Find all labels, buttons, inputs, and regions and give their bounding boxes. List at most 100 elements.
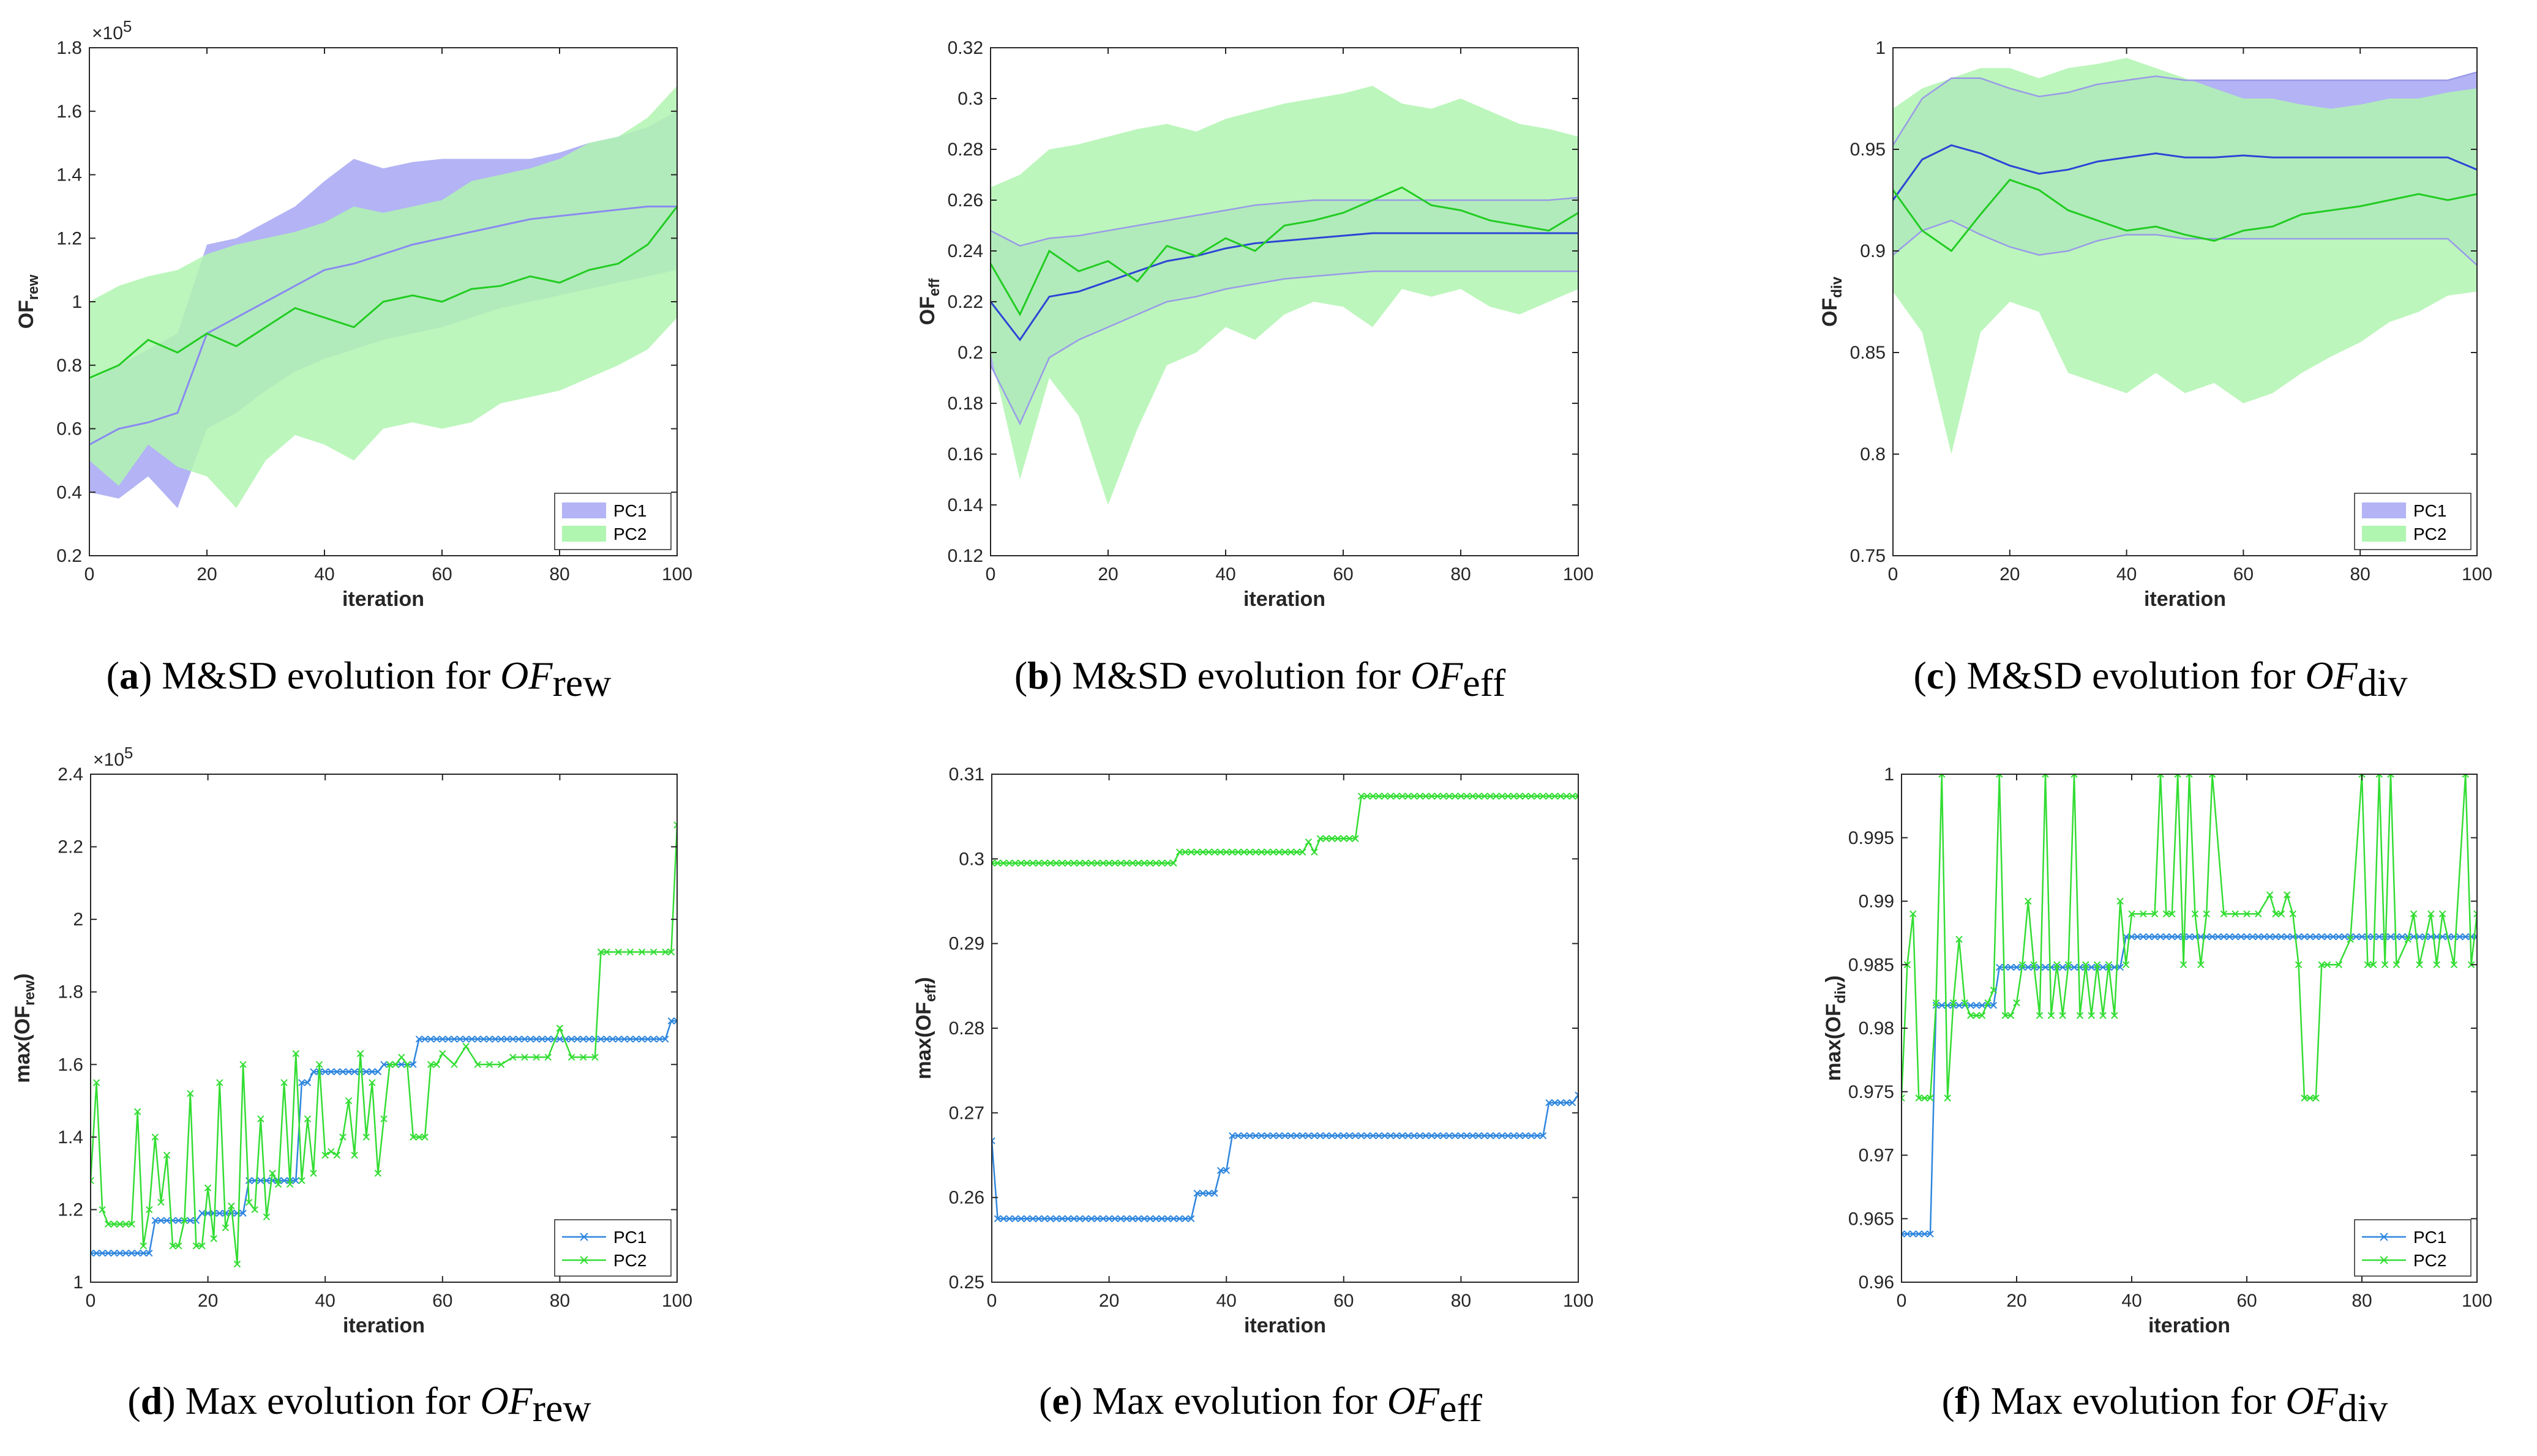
marker-x — [140, 1242, 147, 1250]
marker-x — [116, 1220, 124, 1228]
marker-x — [2243, 933, 2250, 941]
marker-x — [585, 1036, 593, 1043]
x-tick-label: 20 — [1098, 564, 1118, 584]
marker-x — [1486, 1132, 1494, 1140]
marker-x — [2462, 933, 2469, 941]
y-tick-label: 0.3 — [957, 89, 983, 109]
marker-x — [615, 948, 622, 956]
y-axis-label: OFdiv — [1818, 276, 1845, 327]
marker-x — [198, 1209, 206, 1217]
marker-x — [1093, 1215, 1101, 1222]
marker-x — [2272, 933, 2279, 941]
marker-x — [380, 1061, 388, 1068]
marker-x — [216, 1209, 223, 1217]
marker-x — [427, 1061, 435, 1068]
marker-x — [1909, 1230, 1917, 1238]
marker-x — [1439, 793, 1447, 800]
marker-x — [1334, 1132, 1341, 1140]
marker-x — [1457, 1132, 1465, 1140]
marker-x — [1903, 1230, 1911, 1238]
y-tick-label: 0.2 — [56, 546, 82, 566]
marker-x — [204, 1184, 212, 1192]
x-tick-label: 60 — [1333, 564, 1353, 584]
marker-x — [1264, 848, 1271, 856]
y-axis-label: OFeff — [916, 278, 943, 326]
marker-x — [1275, 1132, 1283, 1140]
marker-x — [2122, 961, 2130, 968]
marker-x — [1182, 848, 1189, 856]
x-tick-label: 40 — [2121, 1291, 2142, 1311]
marker-x — [140, 1249, 147, 1257]
y-tick-label: 0.25 — [949, 1272, 984, 1293]
marker-x — [1510, 793, 1518, 800]
marker-x — [91, 1177, 94, 1184]
marker-x — [1205, 848, 1213, 856]
marker-x — [110, 1220, 118, 1228]
marker-x — [1990, 987, 1998, 994]
marker-x — [2393, 933, 2400, 941]
marker-x — [2323, 933, 2331, 941]
marker-x — [245, 1198, 253, 1206]
axis-multiplier: ×105 — [93, 744, 133, 770]
marker-x — [1428, 1132, 1436, 1140]
marker-x — [544, 1053, 552, 1061]
marker-x — [2151, 910, 2159, 917]
marker-x — [1369, 1132, 1377, 1140]
x-tick-label: 0 — [84, 564, 95, 584]
marker-x — [1551, 793, 1559, 800]
y-tick-label: 1.8 — [56, 38, 82, 58]
x-tick-label: 100 — [662, 1291, 692, 1311]
marker-x — [2289, 910, 2296, 917]
marker-x — [485, 1061, 493, 1068]
marker-x — [1035, 1215, 1043, 1222]
marker-x — [1445, 1132, 1453, 1140]
marker-x — [2214, 933, 2222, 941]
x-tick-label: 0 — [1897, 1291, 1907, 1311]
marker-x — [2399, 933, 2406, 941]
x-tick-label: 60 — [2233, 564, 2254, 584]
marker-x — [2456, 933, 2464, 941]
marker-x — [1311, 1132, 1318, 1140]
marker-x — [1469, 793, 1477, 800]
y-tick-label: 0.965 — [1848, 1209, 1894, 1229]
marker-x — [2208, 774, 2216, 778]
plot-area — [992, 774, 1578, 1282]
marker-x — [533, 1036, 540, 1043]
marker-x — [2162, 910, 2170, 917]
x-tick-label: 100 — [662, 564, 692, 584]
axes-frame — [90, 774, 678, 1283]
marker-x — [574, 1036, 581, 1043]
marker-x — [410, 1061, 417, 1068]
y-axis-label: OFrew — [15, 274, 42, 329]
marker-x — [521, 1036, 528, 1043]
marker-x — [591, 1036, 599, 1043]
marker-x — [328, 1148, 335, 1155]
x-tick-label: 40 — [315, 1291, 335, 1311]
marker-x — [1229, 848, 1236, 856]
legend-marker — [2380, 1256, 2388, 1264]
marker-x — [99, 1249, 106, 1257]
marker-x — [1475, 1132, 1482, 1140]
marker-x — [1921, 1230, 1928, 1238]
marker-x — [362, 1068, 370, 1075]
marker-x — [568, 1053, 575, 1061]
marker-x — [1158, 859, 1166, 867]
marker-x — [626, 1036, 634, 1043]
marker-x — [1921, 1094, 1928, 1102]
mean-line-pc1 — [89, 205, 677, 446]
marker-x — [667, 1017, 675, 1025]
lower-line-pc1 — [1893, 219, 2477, 266]
y-tick-label: 0.85 — [1850, 343, 1886, 363]
marker-x — [192, 1242, 200, 1250]
marker-x — [1017, 859, 1025, 867]
marker-x — [1475, 793, 1482, 800]
marker-x — [1369, 793, 1377, 800]
marker-x — [1469, 1132, 1477, 1140]
marker-x — [2301, 933, 2308, 941]
marker-x — [1134, 859, 1142, 867]
panel-caption: (e) Max evolution for OFeff — [1039, 1379, 1483, 1430]
marker-x — [122, 1220, 130, 1228]
